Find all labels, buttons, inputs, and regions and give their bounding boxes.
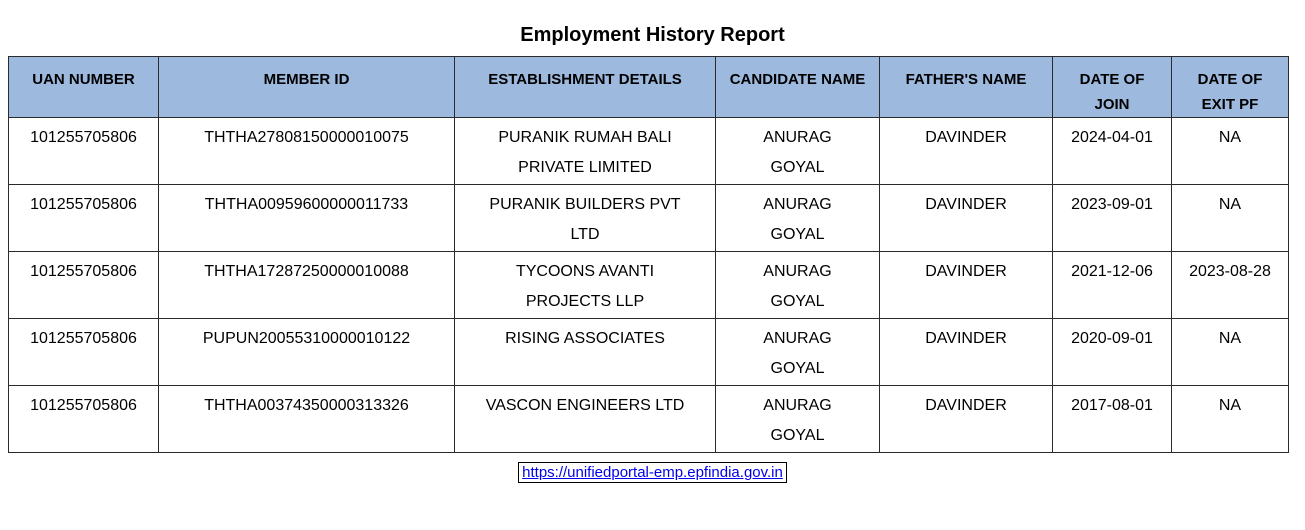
cell-date-of-join: 2023-09-01 [1052, 184, 1172, 252]
cell-uan-number: 101255705806 [8, 251, 159, 319]
cell-establishment-details: TYCOONS AVANTI PROJECTS LLP [454, 251, 716, 319]
table-row: 101255705806 THTHA17287250000010088 TYCO… [8, 251, 1289, 319]
cell-candidate-name: ANURAG GOYAL [715, 251, 880, 319]
table-row: 101255705806 PUPUN20055310000010122 RISI… [8, 318, 1289, 386]
column-header-candidate-name: CANDIDATE NAME [715, 56, 880, 118]
cell-fathers-name: DAVINDER [879, 184, 1053, 252]
cell-date-of-exit-pf: NA [1171, 117, 1289, 185]
cell-member-id: THTHA00374350000313326 [158, 385, 455, 453]
cell-date-of-exit-pf: NA [1171, 318, 1289, 386]
cell-fathers-name: DAVINDER [879, 385, 1053, 453]
table-row: 101255705806 THTHA00959600000011733 PURA… [8, 184, 1289, 252]
cell-fathers-name: DAVINDER [879, 117, 1053, 185]
column-header-date-of-join: DATE OF JOIN [1052, 56, 1172, 118]
cell-member-id: THTHA27808150000010075 [158, 117, 455, 185]
column-header-fathers-name: FATHER'S NAME [879, 56, 1053, 118]
cell-member-id: THTHA17287250000010088 [158, 251, 455, 319]
cell-date-of-join: 2021-12-06 [1052, 251, 1172, 319]
cell-establishment-details: PURANIK RUMAH BALI PRIVATE LIMITED [454, 117, 716, 185]
cell-date-of-join: 2020-09-01 [1052, 318, 1172, 386]
page-title: Employment History Report [520, 24, 785, 46]
cell-establishment-details: RISING ASSOCIATES [454, 318, 716, 386]
cell-fathers-name: DAVINDER [879, 251, 1053, 319]
portal-link[interactable]: https://unifiedportal-emp.epfindia.gov.i… [518, 462, 787, 483]
cell-date-of-join: 2024-04-01 [1052, 117, 1172, 185]
cell-date-of-join: 2017-08-01 [1052, 385, 1172, 453]
cell-candidate-name: ANURAG GOYAL [715, 117, 880, 185]
column-header-date-of-exit-pf: DATE OF EXIT PF [1171, 56, 1289, 118]
cell-candidate-name: ANURAG GOYAL [715, 184, 880, 252]
header-row: UAN NUMBER MEMBER ID ESTABLISHMENT DETAI… [8, 56, 1289, 118]
cell-establishment-details: PURANIK BUILDERS PVT LTD [454, 184, 716, 252]
cell-establishment-details: VASCON ENGINEERS LTD [454, 385, 716, 453]
column-header-establishment-details: ESTABLISHMENT DETAILS [454, 56, 716, 118]
cell-uan-number: 101255705806 [8, 385, 159, 453]
cell-candidate-name: ANURAG GOYAL [715, 385, 880, 453]
table-row: 101255705806 THTHA00374350000313326 VASC… [8, 385, 1289, 453]
footer: https://unifiedportal-emp.epfindia.gov.i… [0, 462, 1305, 483]
employment-history-table: UAN NUMBER MEMBER ID ESTABLISHMENT DETAI… [8, 56, 1289, 453]
cell-uan-number: 101255705806 [8, 318, 159, 386]
cell-date-of-exit-pf: NA [1171, 385, 1289, 453]
cell-uan-number: 101255705806 [8, 117, 159, 185]
column-header-uan-number: UAN NUMBER [8, 56, 159, 118]
cell-candidate-name: ANURAG GOYAL [715, 318, 880, 386]
cell-date-of-exit-pf: NA [1171, 184, 1289, 252]
column-header-member-id: MEMBER ID [158, 56, 455, 118]
table-row: 101255705806 THTHA27808150000010075 PURA… [8, 117, 1289, 185]
cell-uan-number: 101255705806 [8, 184, 159, 252]
cell-date-of-exit-pf: 2023-08-28 [1171, 251, 1289, 319]
cell-member-id: PUPUN20055310000010122 [158, 318, 455, 386]
cell-member-id: THTHA00959600000011733 [158, 184, 455, 252]
cell-fathers-name: DAVINDER [879, 318, 1053, 386]
